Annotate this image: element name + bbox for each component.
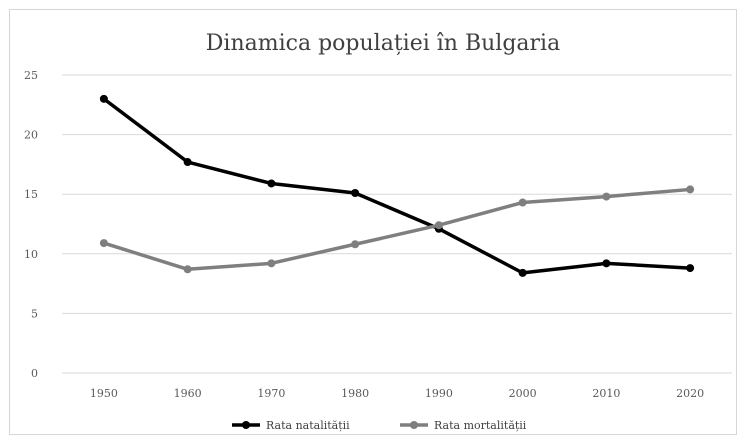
data-point <box>183 265 192 274</box>
x-tick-label: 2000 <box>509 387 537 400</box>
legend-marker <box>242 421 250 429</box>
y-tick-label: 20 <box>24 129 38 142</box>
data-point <box>99 94 108 103</box>
data-point <box>183 158 192 167</box>
x-tick-label: 1950 <box>90 387 118 400</box>
data-point <box>518 268 527 277</box>
data-point <box>351 240 360 249</box>
data-point <box>518 198 527 207</box>
legend-label: Rata natalității <box>266 419 350 432</box>
gridlines <box>62 74 732 374</box>
data-point <box>434 221 443 230</box>
y-tick-label: 5 <box>31 307 38 320</box>
x-tick-label: 1970 <box>257 387 285 400</box>
data-point <box>267 179 276 188</box>
data-point <box>602 259 611 268</box>
x-tick-label: 2020 <box>676 387 704 400</box>
legend-marker <box>410 421 418 429</box>
data-point <box>686 185 695 194</box>
series-death-rate <box>99 185 695 274</box>
y-tick-label: 10 <box>24 248 38 261</box>
series-birth-rate <box>99 94 695 277</box>
data-point <box>686 264 695 273</box>
x-tick-label: 1980 <box>341 387 369 400</box>
data-point <box>602 192 611 201</box>
x-axis: 1950 1960 1970 1980 1990 2000 2010 2020 <box>90 387 704 400</box>
x-tick-label: 1990 <box>425 387 453 400</box>
y-axis: 0 5 10 15 20 25 <box>24 69 38 380</box>
legend-item: Rata natalității <box>232 419 350 432</box>
y-tick-label: 0 <box>31 367 38 380</box>
chart-title: Dinamica populației în Bulgaria <box>206 31 560 56</box>
legend: Rata natalității Rata mortalității <box>232 419 527 432</box>
chart-frame <box>9 9 737 435</box>
data-point <box>351 189 360 198</box>
x-tick-label: 1960 <box>174 387 202 400</box>
data-point <box>99 239 108 248</box>
legend-item: Rata mortalității <box>400 419 527 432</box>
series-line <box>102 97 692 275</box>
y-tick-label: 25 <box>24 69 38 82</box>
y-tick-label: 15 <box>24 188 38 201</box>
series-line <box>102 187 692 272</box>
x-tick-label: 2010 <box>592 387 620 400</box>
data-point <box>267 259 276 268</box>
series-layer <box>99 94 695 277</box>
legend-label: Rata mortalității <box>434 419 527 432</box>
